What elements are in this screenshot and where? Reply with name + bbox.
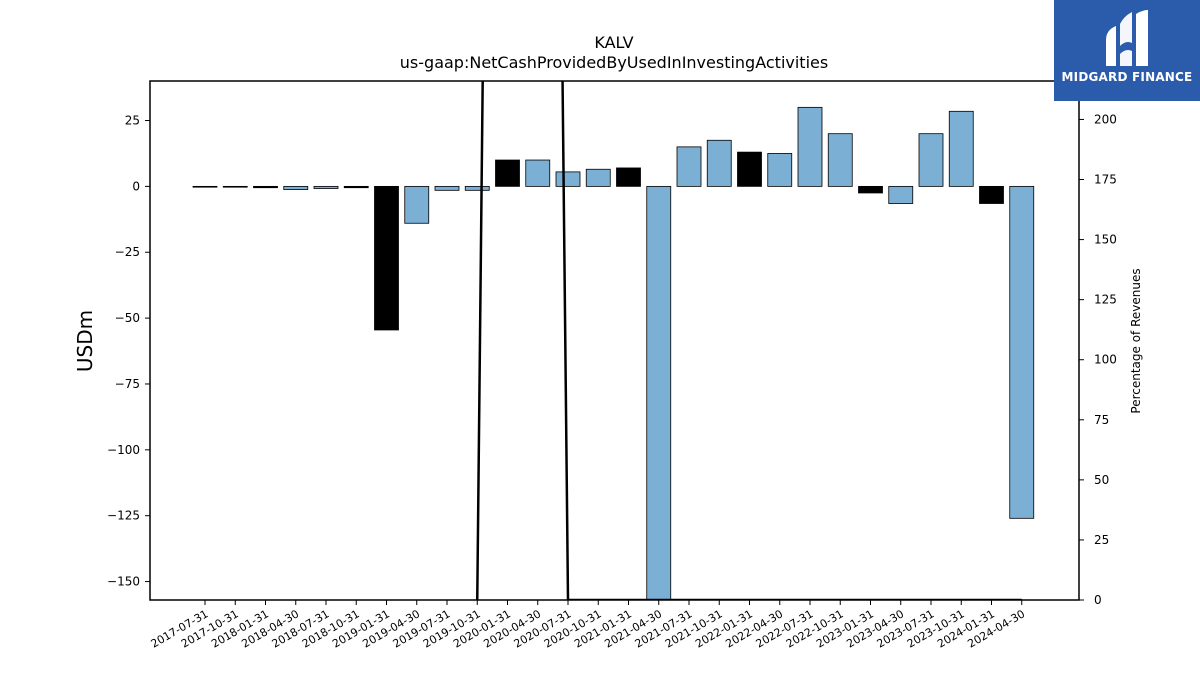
y-right-tick-label: 200 [1094, 112, 1117, 126]
bar-2023-04-30 [888, 185, 914, 204]
line-layer [476, 81, 1022, 600]
y-tick-label: −50 [115, 311, 140, 325]
y-right-tick-label: 0 [1094, 593, 1102, 607]
bar-2020-07-31 [555, 171, 581, 187]
bar-2024-04-30 [1009, 185, 1035, 519]
bar-2019-01-31 [374, 185, 399, 331]
bar-2022-04-30 [767, 153, 793, 187]
bar-2017-10-31 [222, 185, 248, 188]
bar-2022-01-31 [737, 151, 762, 187]
bar-2020-04-30 [525, 159, 551, 187]
y-tick-label: −125 [107, 509, 140, 523]
y-tick-label: −100 [107, 443, 140, 457]
bar-2022-07-31 [797, 106, 823, 187]
logo-mark-icon [1106, 10, 1148, 66]
y-tick-label: −25 [115, 245, 140, 259]
y-right-tick-label: 125 [1094, 293, 1117, 307]
y-right-tick-label: 100 [1094, 353, 1117, 367]
bar-2021-07-31 [676, 146, 702, 187]
y-right-tick-label: 175 [1094, 173, 1117, 187]
bar-2019-07-31 [434, 185, 460, 191]
midgard-finance-logo: MIDGARD FINANCE [1054, 0, 1200, 101]
bar-2018-04-30 [283, 185, 309, 190]
bars-layer [192, 106, 1035, 601]
bar-2021-04-30 [646, 185, 672, 601]
bar-2023-07-31 [918, 133, 944, 187]
y-tick-label: −150 [107, 575, 140, 589]
chart-subtitle: us-gaap:NetCashProvidedByUsedInInvesting… [400, 53, 828, 72]
plot-frame [149, 80, 1080, 601]
bar-2020-10-31 [585, 168, 611, 187]
axes-layer: 25 0 −25 −50 −75 −100 −125 −150 200 175 150 125 100 7… [107, 80, 1117, 651]
y-tick-label: 25 [125, 114, 140, 128]
bar-2024-01-31 [979, 185, 1004, 204]
bar-2021-01-31 [616, 167, 641, 187]
y-right-tick-label: 25 [1094, 533, 1109, 547]
y-right-tick-label: 150 [1094, 233, 1117, 247]
bar-2022-10-31 [827, 133, 853, 187]
y-axis-label: USDm [73, 310, 97, 372]
chart-title: KALV [594, 33, 633, 52]
y-tick-label: −75 [115, 377, 140, 391]
bar-2019-10-31 [464, 185, 490, 191]
bar-2018-07-31 [313, 185, 339, 189]
line-series-0 [476, 81, 1022, 600]
logo-text: MIDGARD FINANCE [1061, 70, 1193, 84]
bar-2021-10-31 [706, 139, 732, 187]
y-tick-label: 0 [132, 179, 140, 193]
bar-2017-07-31 [192, 185, 218, 188]
bar-2018-01-31 [253, 185, 278, 189]
bar-2020-01-31 [495, 159, 520, 187]
bar-2023-10-31 [948, 110, 974, 187]
bar-2018-10-31 [343, 185, 369, 189]
bar-2023-01-31 [858, 185, 883, 194]
y-right-tick-label: 75 [1094, 413, 1109, 427]
bar-2019-04-30 [404, 185, 430, 224]
y-right-tick-label: 50 [1094, 473, 1109, 487]
y-axis-right-label: Percentage of Revenues [1129, 268, 1143, 413]
